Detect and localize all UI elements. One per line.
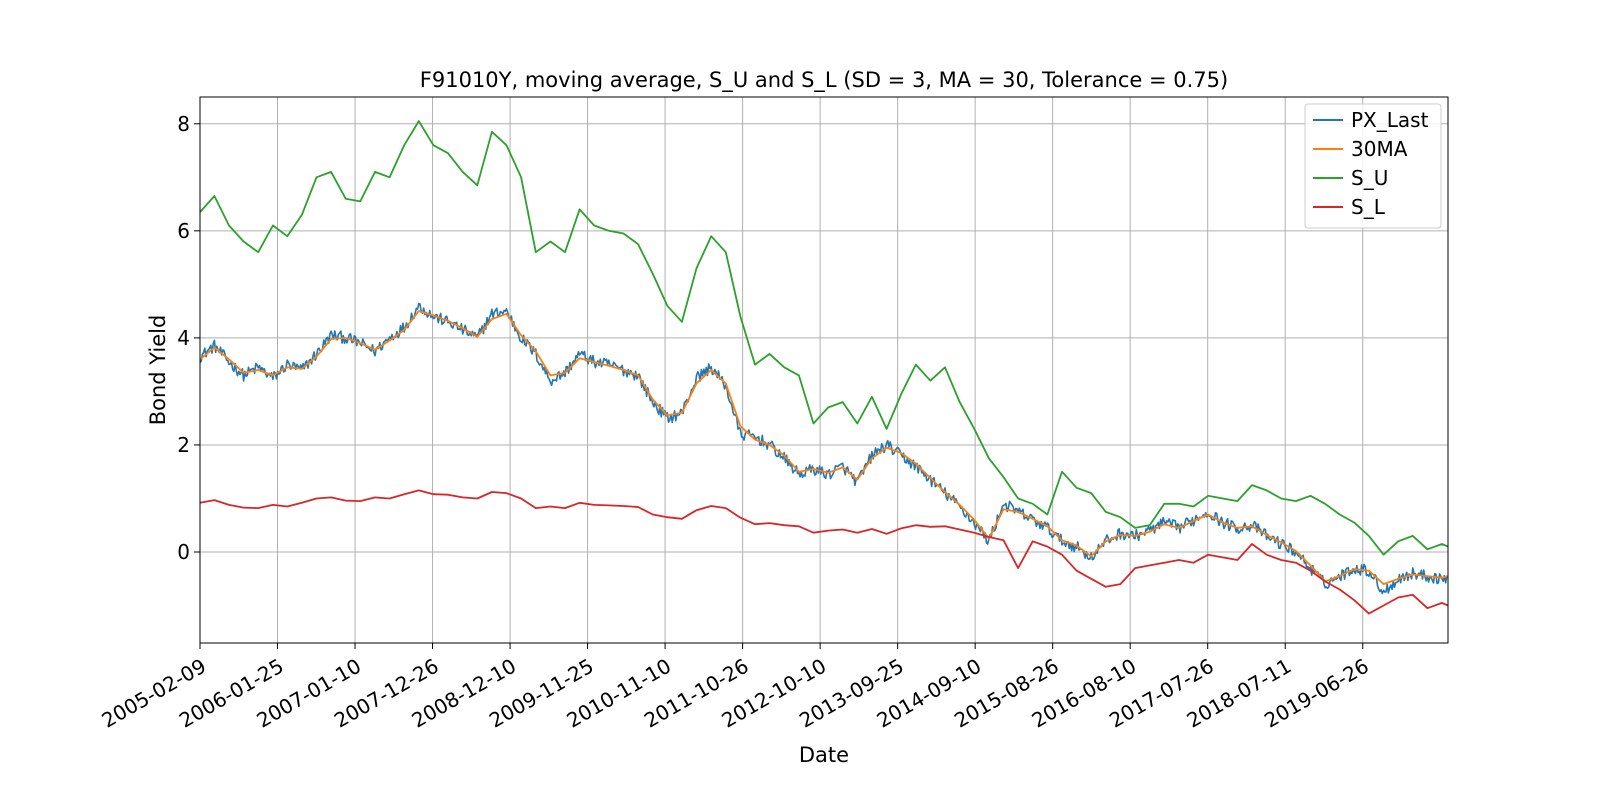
series-line-s-l bbox=[199, 489, 1449, 615]
y-tick-label: 0 bbox=[177, 540, 190, 564]
y-tick-label: 8 bbox=[177, 112, 190, 136]
x-axis-title: Date bbox=[799, 743, 849, 767]
legend-label: 30MA bbox=[1351, 137, 1408, 161]
chart-title: F91010Y, moving average, S_U and S_L (SD… bbox=[420, 68, 1228, 93]
series-line-s-u bbox=[199, 120, 1449, 556]
gridlines bbox=[199, 97, 1448, 643]
plot-lines bbox=[199, 120, 1449, 615]
legend-label: S_U bbox=[1351, 166, 1388, 190]
legend-box bbox=[1304, 103, 1442, 229]
legend-label: S_L bbox=[1351, 195, 1386, 219]
plot-frame bbox=[199, 96, 1449, 644]
y-tick-label: 6 bbox=[177, 219, 190, 243]
legend-label: PX_Last bbox=[1351, 108, 1429, 132]
y-tick-label: 4 bbox=[177, 326, 190, 350]
y-tick-label: 2 bbox=[177, 433, 190, 457]
y-axis-title: Bond Yield bbox=[146, 315, 170, 426]
series-line-30ma bbox=[199, 310, 1449, 585]
legend: PX_Last 30MA S_U S_L bbox=[1304, 103, 1442, 229]
